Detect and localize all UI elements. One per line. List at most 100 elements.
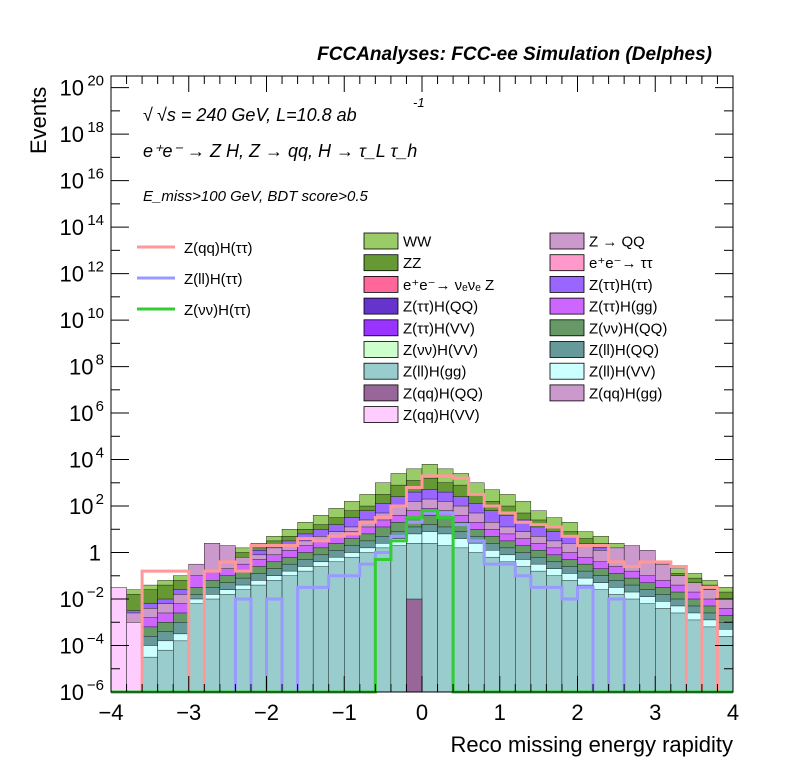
x-tick-label: 4 [727,700,739,725]
x-tick-label: 1 [494,700,506,725]
y-tick-exponent: 6 [96,398,104,415]
legend-swatch-ZqqHQQ [363,384,399,402]
bar-ZllHgg [297,570,314,693]
bar-ZllHgg [484,556,500,693]
legend-swatch-ZZ [363,254,399,272]
bar-ZllHgg [468,552,485,693]
x-axis: −4 −3 −2 −1 0 1 2 3 4 [98,76,739,725]
y-tick-label: 10 [60,680,84,705]
bar-ZllHgg [235,589,252,693]
bar-ZqqHVV [126,622,143,693]
bar-ZllHgg [281,575,298,693]
y-tick-label: 10 [60,308,84,333]
legend-label: Z → QQ [589,234,645,251]
y-tick-exponent: 8 [96,352,104,369]
legend-label: Z(ll)H(VV) [589,364,656,381]
y-tick-exponent: 20 [87,73,104,90]
bar-ZllHgg [546,575,563,693]
bar-ZllHgg [312,566,329,693]
bar-ZllHgg [655,608,672,693]
legend-label: Z(νν)H(QQ) [589,320,667,337]
bar-ZllHgg [670,612,687,693]
bar-ZllHgg [592,589,609,693]
y-tick-label: 10 [60,262,84,287]
y-tick-exponent: −6 [87,677,104,694]
legend-label: Z(νν)H(VV) [403,342,478,359]
legend-label: Z(ll)H(ττ) [184,271,243,288]
energy-lumi-text: √s = 240 GeV, L=10.8 ab [157,105,357,125]
y-tick-label: 1 [89,541,101,566]
bar-ZllHgg [328,561,345,693]
x-tick-label: −1 [332,700,357,725]
legend-label: e⁺e⁻→ νₑνₑ Z [403,277,494,294]
x-tick-label: 3 [649,700,661,725]
legend-swatch-ZnnHVV [363,341,399,358]
bar-ZllHgg [375,547,392,693]
bar-ZllHgg [452,547,469,693]
legend-swatch-ZllHQQ [549,341,585,358]
x-tick-label: 2 [571,700,583,725]
legend-swatch-ZllHVV [549,362,585,380]
legend-swatch-ZttHtt [549,275,585,293]
y-tick-label: 10 [60,587,84,612]
y-tick-exponent: 18 [87,119,104,136]
legend-label: Z(qq)H(VV) [403,407,480,424]
bar-ZllHgg [608,594,625,693]
y-tick-exponent: 14 [87,212,104,229]
x-tick-label: −4 [98,700,123,725]
lumi-exponent: -1 [413,95,425,110]
y-tick-exponent: −2 [87,584,104,601]
legend-swatch-ZttHgg [549,297,585,315]
y-tick-label: 10 [69,448,93,473]
bar-ZllHgg [219,594,236,693]
legend-label: WW [403,234,432,251]
bar-ZllHgg [359,552,376,693]
legend-swatch-ZQQ [549,232,585,250]
legend-label: ZZ [403,255,421,272]
y-tick-label: 10 [60,215,84,240]
legend-label: Z(qq)H(gg) [589,385,662,402]
legend-label: Z(qq)H(ττ) [184,240,253,257]
legend-swatch-ZqqHgg [549,384,585,402]
stack-layer-ZqqHQQ [406,598,423,693]
legend-swatch-ZttHVV [363,319,399,337]
legend-swatch-WW [363,232,399,250]
legend-label: Z(ll)H(QQ) [589,342,659,359]
signal-line-sig_qq [111,474,733,694]
bar-ZllHgg [686,619,703,693]
bar-ZllHgg [344,556,361,693]
legend-swatch-nunuZ [363,275,399,293]
legend-swatch-tautau [549,254,585,272]
bar-ZllHgg [421,543,438,693]
bar-ZllHgg [204,598,221,693]
legend-swatch-ZllHgg [363,362,399,380]
y-tick-exponent: 10 [87,305,104,322]
y-tick-label: 10 [60,122,84,147]
bar-ZllHgg [577,584,594,693]
bar-ZllHgg [188,603,205,693]
legend-swatch-ZttHQQ [363,297,399,315]
legend-label: Z(ττ)H(ττ) [589,277,653,294]
legend: Z(qq)H(ττ) Z(ll)H(ττ) Z(νν)H(ττ) WW ZZ e⁺e⁻→ … [137,232,667,424]
bar-ZllHgg [623,598,640,693]
bar-ZllHgg [717,636,734,693]
y-tick-label: 10 [69,401,93,426]
legend-label: Z(ττ)H(QQ) [403,299,478,316]
bar-ZllHgg [172,640,189,693]
bar-ZqqHVV [110,587,127,693]
bar-ZllHgg [250,584,267,693]
y-tick-label: 10 [60,169,84,194]
bar-ZllHgg [437,545,454,693]
y-tick-exponent: −4 [87,631,104,648]
x-tick-label: −3 [176,700,201,725]
process-text: e⁺e⁻ → Z H, Z → qq, H → τ_L τ_h [143,141,417,161]
y-tick-exponent: 4 [96,445,104,462]
bar-ZqqHQQ [406,598,423,693]
bar-ZllHgg [157,649,174,693]
bar-ZllHgg [499,561,516,693]
stack-layer-ZqqHVV [110,587,143,693]
y-tick-exponent: 12 [87,259,104,276]
bar-ZllHgg [141,656,158,693]
